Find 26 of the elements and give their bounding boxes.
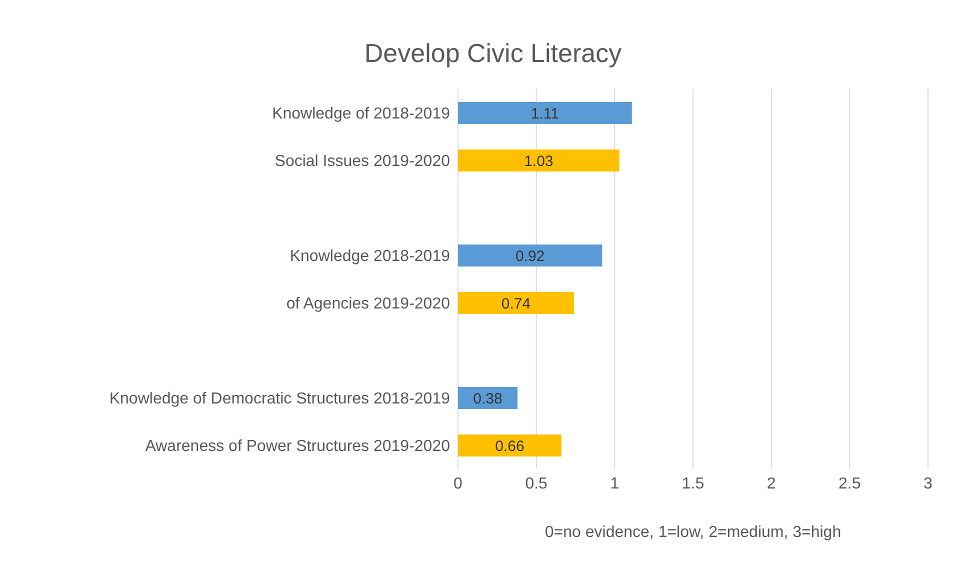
y-tick-label: Awareness of Power Structures 2019-2020 [145,438,450,455]
x-tick-label: 1 [610,475,620,492]
x-tick-label: 2 [766,475,776,492]
bar [458,244,602,266]
bar [458,150,620,172]
data-label: 0.38 [473,390,502,408]
y-tick-label: of Agencies 2019-2020 [286,295,450,312]
y-tick-label: Knowledge of Democratic Structures 2018-2019 [109,390,450,408]
x-tick-label: 1.5 [682,475,704,492]
x-tick-label: 0 [454,475,463,492]
data-label: 0.92 [515,248,545,265]
bar [458,434,562,456]
data-label: 0.74 [501,295,531,312]
y-tick-label: Knowledge 2018-2019 [290,248,450,265]
chart-title: Develop Civic Literacy [363,37,623,69]
x-tick-label: 0.5 [525,475,548,492]
y-tick-label: Knowledge of 2018-2019 [272,105,450,122]
x-tick-label: 2.5 [838,475,861,492]
data-label: 0.66 [495,438,524,455]
y-tick-label: Social Issues 2019-2020 [274,152,450,170]
bar [458,102,632,124]
data-label: 1.11 [530,105,559,122]
data-label: 1.03 [524,152,554,170]
x-axis-title: 0=no evidence, 1=low, 2=medium, 3=high [544,524,842,541]
x-tick-label: 3 [924,475,933,492]
bar [458,292,574,314]
